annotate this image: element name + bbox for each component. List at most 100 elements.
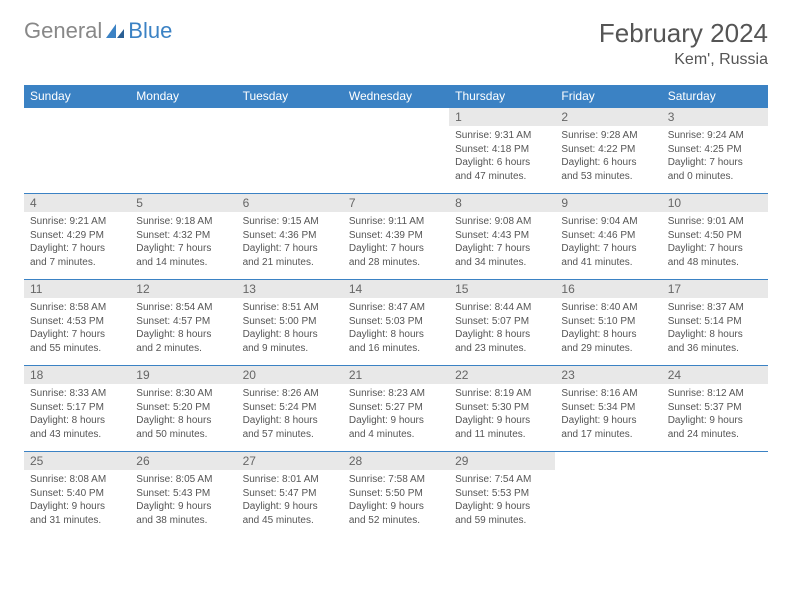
logo-text-blue: Blue <box>128 18 172 44</box>
day-info-line: Sunrise: 8:05 AM <box>136 473 230 487</box>
day-info-line: and 34 minutes. <box>455 256 549 270</box>
calendar-day-cell: 10Sunrise: 9:01 AMSunset: 4:50 PMDayligh… <box>662 194 768 280</box>
day-number: 26 <box>130 452 236 470</box>
day-info-line: and 9 minutes. <box>243 342 337 356</box>
day-number: 25 <box>24 452 130 470</box>
day-info-line: Sunset: 5:20 PM <box>136 401 230 415</box>
calendar-day-cell: 16Sunrise: 8:40 AMSunset: 5:10 PMDayligh… <box>555 280 661 366</box>
day-info-line: Sunset: 5:47 PM <box>243 487 337 501</box>
day-info: Sunrise: 8:47 AMSunset: 5:03 PMDaylight:… <box>343 298 449 358</box>
day-info: Sunrise: 9:08 AMSunset: 4:43 PMDaylight:… <box>449 212 555 272</box>
calendar-empty-cell <box>130 108 236 194</box>
day-info-line: and 53 minutes. <box>561 170 655 184</box>
calendar-day-cell: 9Sunrise: 9:04 AMSunset: 4:46 PMDaylight… <box>555 194 661 280</box>
logo-sail-icon <box>104 22 126 40</box>
day-info: Sunrise: 8:01 AMSunset: 5:47 PMDaylight:… <box>237 470 343 530</box>
day-info-line: Daylight: 7 hours <box>30 242 124 256</box>
location-label: Kem', Russia <box>599 51 768 69</box>
day-info: Sunrise: 8:26 AMSunset: 5:24 PMDaylight:… <box>237 384 343 444</box>
day-info-line: Sunset: 5:00 PM <box>243 315 337 329</box>
day-info-line: Sunrise: 9:01 AM <box>668 215 762 229</box>
calendar-day-cell: 27Sunrise: 8:01 AMSunset: 5:47 PMDayligh… <box>237 452 343 538</box>
day-info-line: Daylight: 9 hours <box>349 414 443 428</box>
day-info-line: Sunset: 4:43 PM <box>455 229 549 243</box>
day-info-line: Sunset: 4:57 PM <box>136 315 230 329</box>
day-info-line: and 47 minutes. <box>455 170 549 184</box>
day-info-line: Sunrise: 8:44 AM <box>455 301 549 315</box>
day-info-line: Sunset: 5:40 PM <box>30 487 124 501</box>
day-info-line: Sunrise: 9:24 AM <box>668 129 762 143</box>
day-number: 23 <box>555 366 661 384</box>
day-info-line: and 23 minutes. <box>455 342 549 356</box>
calendar-day-cell: 2Sunrise: 9:28 AMSunset: 4:22 PMDaylight… <box>555 108 661 194</box>
weekday-header: Thursday <box>449 85 555 108</box>
day-info-line: Daylight: 8 hours <box>455 328 549 342</box>
day-info: Sunrise: 8:05 AMSunset: 5:43 PMDaylight:… <box>130 470 236 530</box>
day-info-line: and 17 minutes. <box>561 428 655 442</box>
day-info-line: and 21 minutes. <box>243 256 337 270</box>
day-number: 15 <box>449 280 555 298</box>
title-block: February 2024 Kem', Russia <box>599 18 768 69</box>
day-info: Sunrise: 9:31 AMSunset: 4:18 PMDaylight:… <box>449 126 555 186</box>
day-number: 11 <box>24 280 130 298</box>
day-number: 17 <box>662 280 768 298</box>
day-number: 24 <box>662 366 768 384</box>
day-info-line: Daylight: 9 hours <box>349 500 443 514</box>
day-number: 3 <box>662 108 768 126</box>
calendar-day-cell: 19Sunrise: 8:30 AMSunset: 5:20 PMDayligh… <box>130 366 236 452</box>
day-info-line: Sunrise: 9:08 AM <box>455 215 549 229</box>
day-info-line: Daylight: 9 hours <box>243 500 337 514</box>
day-info-line: Daylight: 8 hours <box>136 328 230 342</box>
calendar-day-cell: 15Sunrise: 8:44 AMSunset: 5:07 PMDayligh… <box>449 280 555 366</box>
calendar-day-cell: 5Sunrise: 9:18 AMSunset: 4:32 PMDaylight… <box>130 194 236 280</box>
calendar-table: SundayMondayTuesdayWednesdayThursdayFrid… <box>24 85 768 538</box>
day-info-line: and 14 minutes. <box>136 256 230 270</box>
day-number: 14 <box>343 280 449 298</box>
day-number: 13 <box>237 280 343 298</box>
day-info: Sunrise: 9:18 AMSunset: 4:32 PMDaylight:… <box>130 212 236 272</box>
day-info: Sunrise: 8:51 AMSunset: 5:00 PMDaylight:… <box>237 298 343 358</box>
day-info-line: Sunrise: 9:31 AM <box>455 129 549 143</box>
weekday-header: Saturday <box>662 85 768 108</box>
day-info: Sunrise: 8:08 AMSunset: 5:40 PMDaylight:… <box>24 470 130 530</box>
day-info-line: and 0 minutes. <box>668 170 762 184</box>
day-info-line: Daylight: 7 hours <box>561 242 655 256</box>
day-info-line: Daylight: 8 hours <box>561 328 655 342</box>
day-info-line: Daylight: 8 hours <box>243 414 337 428</box>
day-info-line: Sunrise: 8:37 AM <box>668 301 762 315</box>
day-info-line: Daylight: 8 hours <box>349 328 443 342</box>
day-info-line: and 50 minutes. <box>136 428 230 442</box>
day-info-line: Sunset: 4:22 PM <box>561 143 655 157</box>
day-info: Sunrise: 7:54 AMSunset: 5:53 PMDaylight:… <box>449 470 555 530</box>
day-number: 7 <box>343 194 449 212</box>
calendar-week-row: 1Sunrise: 9:31 AMSunset: 4:18 PMDaylight… <box>24 108 768 194</box>
calendar-day-cell: 20Sunrise: 8:26 AMSunset: 5:24 PMDayligh… <box>237 366 343 452</box>
day-info-line: Sunset: 4:25 PM <box>668 143 762 157</box>
day-info: Sunrise: 9:28 AMSunset: 4:22 PMDaylight:… <box>555 126 661 186</box>
calendar-day-cell: 28Sunrise: 7:58 AMSunset: 5:50 PMDayligh… <box>343 452 449 538</box>
weekday-header: Monday <box>130 85 236 108</box>
calendar-week-row: 18Sunrise: 8:33 AMSunset: 5:17 PMDayligh… <box>24 366 768 452</box>
calendar-day-cell: 17Sunrise: 8:37 AMSunset: 5:14 PMDayligh… <box>662 280 768 366</box>
day-number: 9 <box>555 194 661 212</box>
calendar-day-cell: 6Sunrise: 9:15 AMSunset: 4:36 PMDaylight… <box>237 194 343 280</box>
day-info-line: Daylight: 6 hours <box>561 156 655 170</box>
logo: General Blue <box>24 18 172 44</box>
day-info-line: and 2 minutes. <box>136 342 230 356</box>
day-info-line: Sunrise: 8:01 AM <box>243 473 337 487</box>
day-info-line: Daylight: 7 hours <box>668 156 762 170</box>
day-info-line: Sunset: 4:36 PM <box>243 229 337 243</box>
day-info-line: and 11 minutes. <box>455 428 549 442</box>
day-info: Sunrise: 8:40 AMSunset: 5:10 PMDaylight:… <box>555 298 661 358</box>
day-info-line: Sunset: 5:43 PM <box>136 487 230 501</box>
day-info-line: and 16 minutes. <box>349 342 443 356</box>
calendar-empty-cell <box>555 452 661 538</box>
day-info-line: Sunrise: 9:11 AM <box>349 215 443 229</box>
day-info-line: Sunset: 5:53 PM <box>455 487 549 501</box>
day-info-line: Sunset: 4:46 PM <box>561 229 655 243</box>
day-info-line: Daylight: 7 hours <box>136 242 230 256</box>
day-info-line: and 28 minutes. <box>349 256 443 270</box>
day-number: 22 <box>449 366 555 384</box>
calendar-day-cell: 18Sunrise: 8:33 AMSunset: 5:17 PMDayligh… <box>24 366 130 452</box>
day-info: Sunrise: 9:24 AMSunset: 4:25 PMDaylight:… <box>662 126 768 186</box>
